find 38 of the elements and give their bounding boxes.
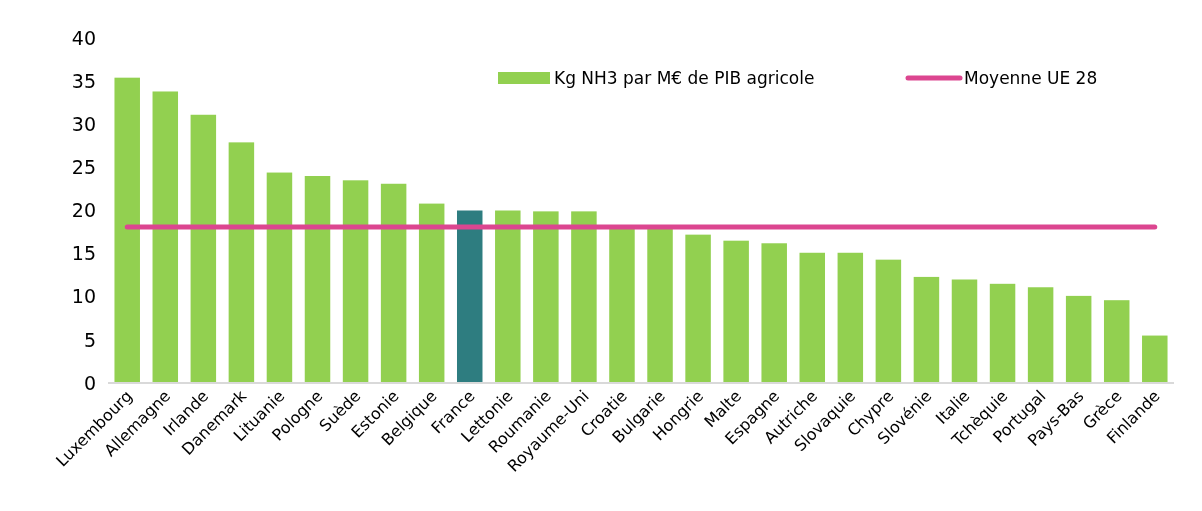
bar <box>1027 287 1054 383</box>
legend-label: Kg NH3 par M€ de PIB agricole <box>554 68 815 88</box>
bar <box>228 142 255 383</box>
bar <box>342 180 369 383</box>
bar <box>304 176 331 383</box>
y-tick-label: 40 <box>71 26 96 49</box>
bar <box>533 211 559 383</box>
y-tick-label: 35 <box>71 69 96 92</box>
bar <box>495 210 521 383</box>
bar <box>1103 300 1130 383</box>
legend-label: Moyenne UE 28 <box>964 68 1098 88</box>
bar <box>913 276 940 383</box>
bar <box>152 91 179 383</box>
bar <box>875 259 902 383</box>
y-tick-label: 15 <box>71 242 96 265</box>
bar <box>418 203 445 383</box>
bar <box>571 211 597 383</box>
y-tick-label: 30 <box>71 112 96 135</box>
bar <box>380 183 407 383</box>
bar <box>685 234 711 383</box>
bar <box>647 226 673 383</box>
y-tick-label: 5 <box>83 328 96 351</box>
bar <box>761 243 787 383</box>
y-tick-label: 0 <box>83 371 96 394</box>
bar <box>989 283 1016 383</box>
bar <box>190 114 217 383</box>
bar <box>837 252 864 383</box>
bar <box>799 252 826 383</box>
y-tick-label: 20 <box>71 199 96 222</box>
y-tick-label: 10 <box>71 285 96 308</box>
bar <box>1142 335 1168 383</box>
bar <box>951 279 978 383</box>
bar <box>114 77 140 383</box>
y-tick-label: 25 <box>71 156 96 179</box>
bar <box>266 172 293 383</box>
bar <box>723 240 749 383</box>
bar <box>456 210 483 383</box>
bar <box>1065 295 1092 383</box>
